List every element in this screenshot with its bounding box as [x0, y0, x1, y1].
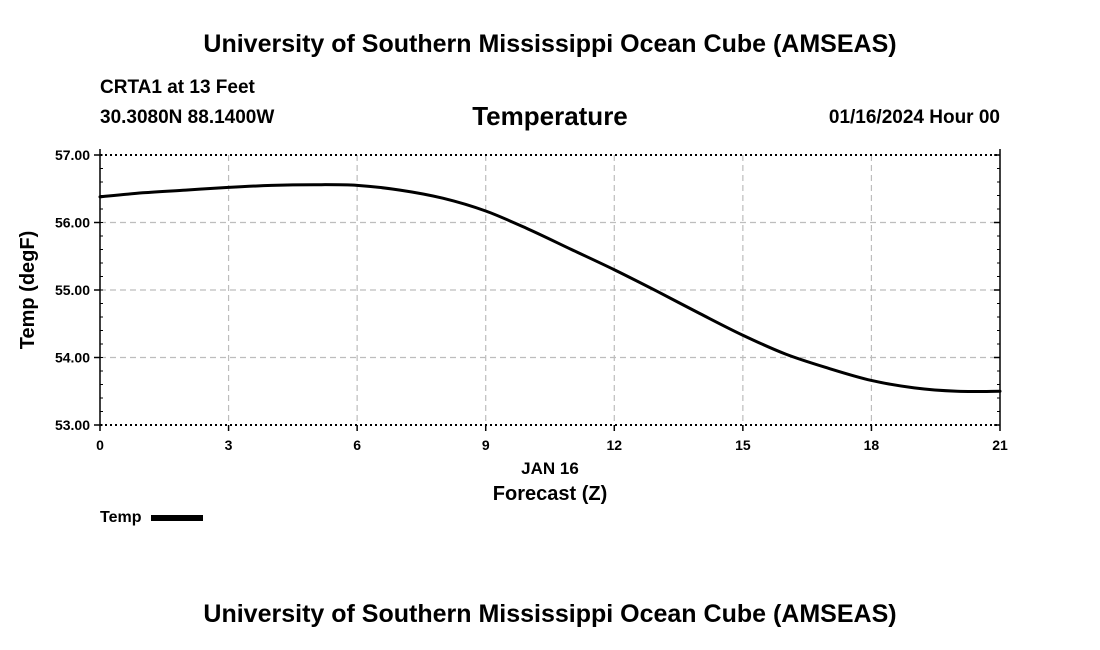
- x-tick-label: 9: [482, 437, 490, 453]
- x-tick-label: 12: [606, 437, 622, 453]
- footer-title: University of Southern Mississippi Ocean…: [203, 600, 897, 628]
- x-axis-title: Forecast (Z): [493, 483, 607, 505]
- x-axis-date-label: JAN 16: [521, 459, 579, 478]
- y-tick-label: 53.00: [55, 417, 90, 433]
- chart-title: University of Southern Mississippi Ocean…: [203, 30, 897, 58]
- station-label: CRTA1 at 13 Feet: [100, 77, 255, 98]
- x-tick-label: 21: [992, 437, 1008, 453]
- temp-series-line: [98, 183, 1002, 393]
- y-tick-label: 57.00: [55, 147, 90, 163]
- y-tick-label: 54.00: [55, 350, 90, 366]
- x-tick-label: 15: [735, 437, 751, 453]
- legend-line-swatch: [151, 515, 204, 521]
- coordinates-label: 30.3080N 88.1400W: [100, 107, 275, 128]
- variable-title: Temperature: [472, 101, 628, 131]
- grid: [100, 155, 1000, 425]
- x-tick-label: 18: [864, 437, 880, 453]
- x-tick-label: 0: [96, 437, 104, 453]
- y-tick-label: 55.00: [55, 282, 90, 298]
- axis-ticks: 53.00 54.00 55.00 56.00 57.00 0 3 6 9 12 15 18 21: [55, 147, 1008, 453]
- datetime-label: 01/16/2024 Hour 00: [828, 107, 1000, 128]
- axis-labels: JAN 16 Forecast (Z) Temp (degF): [17, 231, 607, 505]
- plot-frame: [99, 149, 1001, 426]
- y-axis-title: Temp (degF): [17, 231, 39, 350]
- legend-label: Temp: [100, 509, 142, 526]
- y-tick-label: 56.00: [55, 215, 90, 231]
- series-layer: [98, 183, 1002, 393]
- x-tick-label: 6: [353, 437, 361, 453]
- legend: Temp: [100, 509, 204, 527]
- x-tick-label: 3: [225, 437, 233, 453]
